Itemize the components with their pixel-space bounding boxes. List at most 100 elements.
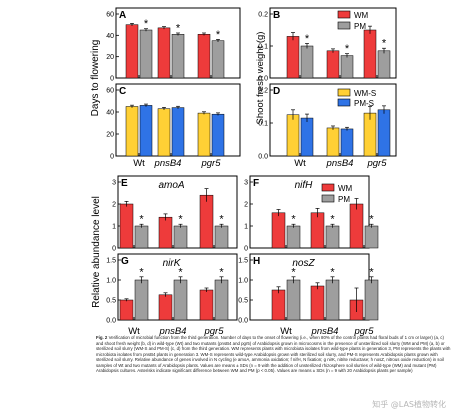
bar-wm xyxy=(125,24,139,79)
panel-letter: B xyxy=(273,10,280,21)
x-label-bl-pnsb4: pnsB4 xyxy=(159,326,187,337)
bar-pm-s xyxy=(139,105,153,157)
significance-star: * xyxy=(369,266,374,278)
y-tick-label: 0 xyxy=(244,246,248,253)
y-tick-label: 2 xyxy=(112,202,116,209)
bar-wm xyxy=(326,50,340,79)
bar-wm xyxy=(271,289,286,321)
x-labels-bottom: Wt pnsB4 pgr5 Wt pnsB4 pgr5 xyxy=(128,326,374,337)
bar-wm xyxy=(197,34,211,79)
bar-pm xyxy=(134,279,149,321)
significance-star: * xyxy=(139,214,144,226)
panel-letter: A xyxy=(119,10,126,21)
bar-pm xyxy=(211,40,225,79)
legend-swatch-wm-s xyxy=(337,88,351,97)
bar-pm xyxy=(139,29,153,79)
panel-letter: F xyxy=(253,178,259,189)
ylabel-days-to-flowering: Days to flowering xyxy=(90,40,101,117)
bar-wm-s xyxy=(326,127,340,157)
bar-pm xyxy=(364,225,379,249)
bar-wm-s xyxy=(157,108,171,157)
y-tick-label: 0.1 xyxy=(258,44,268,51)
x-label-br-wt: Wt xyxy=(280,326,292,337)
legend-label-f-pm: PM xyxy=(338,195,350,204)
bar-wm xyxy=(199,194,214,249)
y-tick-label: 3 xyxy=(112,180,116,187)
legend-swatch-f-pm xyxy=(321,194,335,203)
legend-b: WM PM xyxy=(337,10,369,31)
caption-text: Verification of microbial function from … xyxy=(96,335,451,374)
significance-star: * xyxy=(216,29,221,41)
caption-fig-label: Fig. 2 xyxy=(96,335,108,340)
panel-frame xyxy=(249,175,370,249)
y-tick-label: 20 xyxy=(106,132,114,139)
bar-pm xyxy=(134,225,149,249)
y-tick-label: 0.0 xyxy=(258,76,268,83)
y-tick-label: 40 xyxy=(106,110,114,117)
panel-c: C 0 20 40 60 xyxy=(106,83,241,161)
panel-letter: C xyxy=(119,86,126,97)
y-tick-label: 1.0 xyxy=(106,278,116,285)
x-label-br-pnsb4: pnsB4 xyxy=(311,326,339,337)
bar-pm-s xyxy=(211,113,225,157)
panel-title: amoA xyxy=(158,180,184,191)
bar-pm-s xyxy=(300,117,314,157)
bar-pm-s xyxy=(171,107,185,157)
significance-star: * xyxy=(291,266,296,278)
x-label-bl-wt: Wt xyxy=(128,326,140,337)
y-tick-label: 0.5 xyxy=(106,298,116,305)
bar-pm-s xyxy=(377,109,391,157)
bar-wm xyxy=(271,212,286,249)
y-tick-label: 0.0 xyxy=(258,154,268,161)
panel-title: nirK xyxy=(163,258,182,269)
y-tick-label: 60 xyxy=(106,12,114,19)
panel-letter: H xyxy=(253,256,260,267)
bar-pm xyxy=(214,279,229,321)
significance-star: * xyxy=(382,38,387,50)
significance-star: * xyxy=(178,266,183,278)
panel-title: nifH xyxy=(295,180,314,191)
x-label-left-pnsb4: pnsB4 xyxy=(154,158,182,169)
significance-star: * xyxy=(219,266,224,278)
y-tick-label: 0.5 xyxy=(238,298,248,305)
x-label-left-pgr5: pgr5 xyxy=(200,158,221,169)
legend-swatch-pm xyxy=(337,21,351,30)
y-tick-label: 1.0 xyxy=(238,278,248,285)
legend-label-pm-s: PM-S xyxy=(354,99,374,108)
y-tick-label: 3 xyxy=(244,180,248,187)
significance-star: * xyxy=(330,214,335,226)
bar-pm xyxy=(173,279,188,321)
significance-star: * xyxy=(219,214,224,226)
panel-d: D 0.0 0.1 0.2 xyxy=(258,83,397,161)
bar-pm xyxy=(340,55,354,79)
watermark: 知乎 @LAS植物转化 xyxy=(372,400,446,409)
ylabel-relative-abundance: Relative abundance level xyxy=(91,196,102,308)
panel-letter: G xyxy=(121,256,129,267)
bar-wm xyxy=(363,29,377,79)
x-labels-top: Wt pnsB4 pgr5 Wt pnsB4 pgr5 xyxy=(133,158,387,169)
bar-pm xyxy=(214,225,229,249)
bar-wm xyxy=(158,216,173,249)
bar-pm xyxy=(325,279,340,321)
bar-pm xyxy=(325,225,340,249)
y-tick-label: 0 xyxy=(110,76,114,83)
panel-a: A 0 20 40 60 * * * xyxy=(106,7,241,83)
significance-star: * xyxy=(178,214,183,226)
bar-wm-s xyxy=(197,112,211,157)
bar-wm xyxy=(119,203,134,249)
bar-pm xyxy=(286,225,301,249)
figure-caption: Fig. 2 Verification of microbial functio… xyxy=(96,335,452,409)
legend-label-pm: PM xyxy=(354,22,366,31)
legend-swatch-pm-s xyxy=(337,98,351,107)
significance-star: * xyxy=(144,18,149,30)
y-tick-label: 0.2 xyxy=(258,12,268,19)
bar-pm xyxy=(173,225,188,249)
significance-star: * xyxy=(369,214,374,226)
x-label-right-wt: Wt xyxy=(294,158,306,169)
x-label-right-pnsb4: pnsB4 xyxy=(326,158,354,169)
bar-pm-s xyxy=(340,128,354,157)
